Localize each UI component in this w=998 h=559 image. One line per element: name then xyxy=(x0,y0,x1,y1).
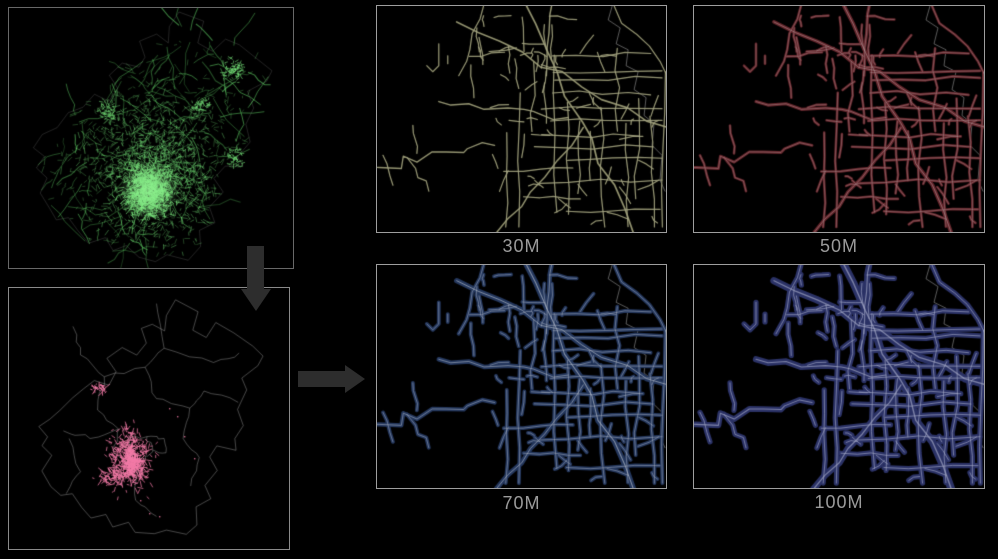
full-trajectory-map xyxy=(9,8,293,268)
label-50m: 50M xyxy=(819,236,858,256)
label-30m: 30M xyxy=(502,236,541,256)
road-map-100m xyxy=(694,265,984,488)
right-arrow-shaft xyxy=(298,371,345,387)
resolution-map-panel-70m xyxy=(376,264,667,489)
full-trajectory-map-panel xyxy=(8,7,294,269)
road-map-30m xyxy=(377,6,666,232)
resolution-map-panel-30m xyxy=(376,5,667,233)
label-100m: 100M xyxy=(814,492,864,512)
resolution-map-panel-100m xyxy=(693,264,985,489)
road-map-70m xyxy=(377,265,666,488)
right-arrow-icon xyxy=(345,365,365,393)
district-cluster-map-panel xyxy=(8,287,290,550)
resolution-map-panel-50m xyxy=(693,5,985,233)
down-arrow-icon xyxy=(241,289,271,311)
district-cluster-map xyxy=(9,288,289,549)
down-arrow-shaft xyxy=(247,246,264,289)
label-70m: 70M xyxy=(502,493,541,513)
road-map-50m xyxy=(694,6,984,232)
